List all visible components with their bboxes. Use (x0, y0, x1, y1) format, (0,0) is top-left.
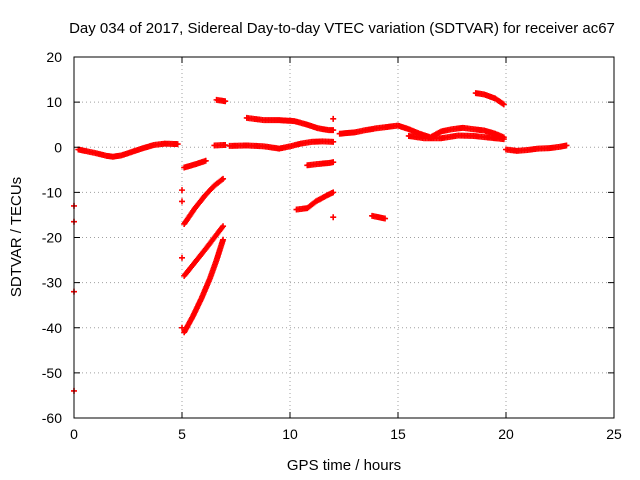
y-tick-label: -60 (42, 410, 62, 426)
data-point (179, 187, 185, 194)
data-point (330, 127, 337, 134)
x-tick-label: 25 (606, 426, 622, 442)
data-point (220, 236, 227, 243)
data-point (222, 141, 229, 148)
y-tick-label: -50 (42, 365, 62, 381)
data-point (330, 189, 337, 196)
x-tick-label: 15 (390, 426, 406, 442)
y-tick-label: -40 (42, 320, 62, 336)
y-tick-label: -10 (42, 184, 62, 200)
data-point (179, 324, 185, 331)
tick-marks (73, 56, 615, 419)
x-tick-label: 5 (178, 426, 186, 442)
data-point (330, 159, 337, 166)
data-point (179, 254, 185, 261)
y-tick-label: 10 (46, 94, 62, 110)
data-points (71, 90, 570, 394)
data-point (330, 214, 337, 221)
data-point (174, 141, 181, 148)
y-axis-label: SDTVAR / TECUs (8, 177, 25, 297)
data-point (330, 115, 337, 122)
chart-title: Day 034 of 2017, Sidereal Day-to-day VTE… (69, 20, 615, 37)
data-point (500, 101, 507, 108)
y-tick-label: 20 (46, 49, 62, 65)
x-tick-label: 20 (498, 426, 514, 442)
y-tick-labels: -60 -50 -40 -30 -20 -10 0 10 20 (42, 49, 62, 426)
x-tick-label: 0 (70, 426, 78, 442)
x-tick-label: 10 (282, 426, 298, 442)
data-point (563, 142, 570, 149)
y-tick-label: 0 (54, 139, 62, 155)
data-point (179, 198, 185, 205)
data-point (202, 157, 209, 164)
y-tick-label: -30 (42, 275, 62, 291)
data-point (222, 98, 229, 105)
data-point (330, 138, 337, 145)
data-point (220, 223, 227, 230)
data-point (382, 215, 389, 222)
grid (74, 57, 614, 418)
data-point (500, 136, 507, 143)
x-axis-label: GPS time / hours (287, 457, 401, 474)
y-tick-label: -20 (42, 230, 62, 246)
x-tick-labels: 0 5 10 15 20 25 (70, 426, 622, 442)
data-point (220, 175, 227, 182)
